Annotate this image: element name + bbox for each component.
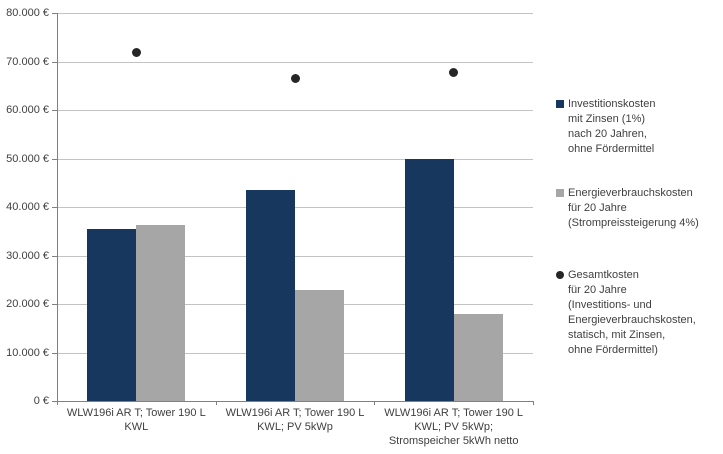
y-axis-tick-label: 60.000 € — [6, 104, 49, 116]
y-axis-tick — [52, 255, 57, 257]
y-axis-tick-label: 40.000 € — [6, 201, 49, 213]
x-axis-tick — [215, 401, 217, 405]
y-axis-tick — [52, 110, 57, 111]
legend-item-label: Investitionskosten mit Zinsen (1%) nach … — [568, 98, 656, 155]
x-axis-tick — [533, 401, 534, 405]
bar-investitionskosten — [246, 189, 295, 401]
legend-item-investitionskosten: Investitionskosten mit Zinsen (1%) nach … — [556, 97, 723, 157]
dot-gesamtkosten — [131, 48, 141, 58]
y-axis-tick-label: 70.000 € — [6, 55, 49, 68]
legend-item-label: Energieverbrauchskosten für 20 Jahre (St… — [568, 187, 699, 229]
gridline — [57, 158, 533, 160]
x-axis-category-label: WLW196i AR T; Tower 190 L KWL; PV 5kWp; … — [384, 407, 524, 447]
x-axis-category-label: WLW196i AR T; Tower 190 L KWL — [66, 407, 206, 433]
x-axis-category-label: WLW196i AR T; Tower 190 L KWL; PV 5kWp — [225, 407, 365, 433]
bar-energieverbrauchskosten — [295, 290, 344, 401]
legend-square-marker-icon — [556, 100, 564, 108]
bar-investitionskosten — [404, 159, 454, 401]
gridline — [57, 207, 533, 208]
x-axis-tick — [374, 401, 376, 405]
y-axis-tick — [52, 401, 57, 402]
y-axis-tick — [52, 304, 57, 305]
y-axis-tick-label: 0 € — [33, 395, 49, 407]
legend-item-gesamtkosten: Gesamtkosten für 20 Jahre (Investitions-… — [556, 268, 723, 358]
legend-circle-marker-icon — [556, 271, 564, 279]
y-axis-tick — [52, 158, 57, 160]
bar-energieverbrauchskosten — [136, 224, 186, 401]
dot-gesamtkosten — [290, 74, 300, 84]
y-axis-tick-label: 20.000 € — [6, 298, 49, 310]
y-axis-tick-label: 30.000 € — [6, 249, 49, 262]
legend-square-marker-icon — [556, 189, 564, 197]
y-axis-tick — [52, 61, 57, 63]
bar-investitionskosten — [87, 228, 137, 401]
gridline — [57, 255, 533, 257]
y-axis-line — [57, 13, 58, 401]
gridline — [57, 110, 533, 111]
y-axis-tick-label: 50.000 € — [6, 152, 49, 165]
bar-energieverbrauchskosten — [453, 314, 503, 401]
y-axis-tick — [52, 352, 57, 354]
dot-gesamtkosten — [449, 67, 459, 77]
y-axis-tick-label: 10.000 € — [6, 346, 49, 359]
y-axis-tick-label: 80.000 € — [6, 7, 49, 19]
gridline — [57, 13, 533, 14]
gridline — [57, 61, 533, 63]
y-axis-tick — [52, 207, 57, 208]
x-axis-tick — [57, 401, 58, 405]
y-axis-tick — [52, 13, 57, 14]
legend-item-energieverbrauchskosten: Energieverbrauchskosten für 20 Jahre (St… — [556, 186, 723, 231]
plot-area — [52, 13, 534, 405]
legend-item-label: Gesamtkosten für 20 Jahre (Investitions-… — [568, 269, 696, 356]
x-axis-line — [57, 401, 533, 402]
